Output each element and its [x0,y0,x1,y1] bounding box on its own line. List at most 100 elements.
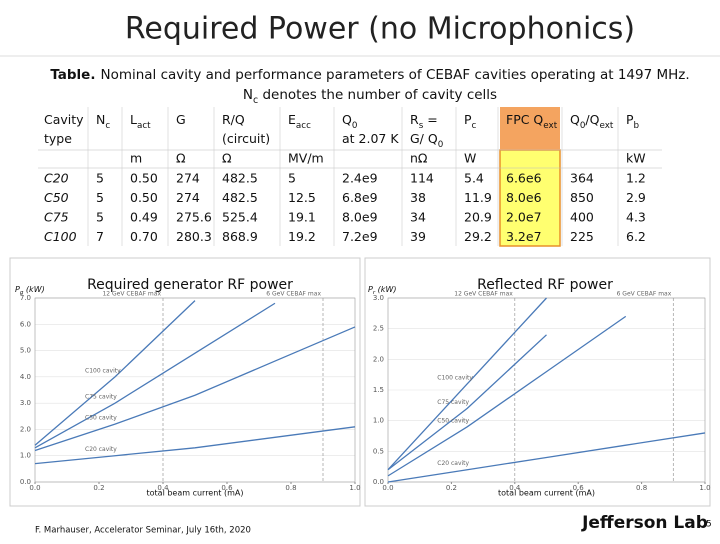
header-cell: R/Q [222,112,245,127]
table-cell: 0.70 [130,229,158,244]
header-cell: (circuit) [222,131,270,146]
header-cell: Pb [626,112,640,131]
x-tick-label: 0.2 [446,484,457,492]
x-tick-label: 1.0 [349,484,360,492]
y-tick-label: 7.0 [20,294,31,302]
table-cell: 275.6 [176,210,212,225]
y-tick-label: 0.0 [20,478,31,486]
table-cell: 1.2 [626,171,646,186]
table-cell: 4.3 [626,210,646,225]
table-cell: 34 [410,210,426,225]
table-cell: 19.2 [288,229,316,244]
text-part: P [626,112,634,127]
y-tick-label: 5.0 [20,347,31,355]
text-part: Q [570,112,580,127]
table-cell: 274 [176,190,200,205]
text-part: P [15,285,20,294]
y-tick-label: 1.0 [373,417,384,425]
y-tick-label: 6.0 [20,320,31,328]
unit-cell: Ω [222,151,232,166]
page-number: 5 [706,520,712,530]
unit-cell: W [464,151,476,166]
x-axis-label: total beam current (mA) [147,489,244,498]
series-line [34,326,356,452]
header-cell: FPC Qext [506,112,558,131]
caption-label: Table. [50,67,95,83]
text-part: Q [342,112,352,127]
marker-label: 6 GeV CEBAF max [617,291,672,298]
text-part: 0 [580,121,586,131]
caption-line1: Table. Nominal cavity and performance par… [50,67,689,83]
table-cell: 6.2 [626,229,646,244]
x-tick-label: 0.2 [93,484,104,492]
text-part: L [130,112,137,127]
y-axis-label: Pg (kW) [15,285,45,296]
text-part: ext [543,121,557,131]
series-label: C75 cavity [85,394,117,401]
x-tick-label: 0.0 [382,484,393,492]
unit-cell: kW [626,151,646,166]
text-part: acc [296,121,311,131]
unit-cell: m [130,151,142,166]
header-cell: Cavity [44,112,84,127]
text-part: Cavity [44,112,84,127]
table-cell: 482.5 [222,171,258,186]
table-cell: 5.4 [464,171,484,186]
series-label: C20 cavity [85,446,117,453]
footer-logo: Jefferson Lab [581,513,708,533]
header-cell: Q0 [342,112,357,131]
text-part: ext [599,121,613,131]
table-cell: 364 [570,171,594,186]
table-cell: C100 [44,229,77,244]
table-cell: 280.3 [176,229,212,244]
y-tick-label: 2.0 [20,425,31,433]
text-part: R [410,112,419,127]
y-tick-label: 1.0 [20,452,31,460]
chart-frame [9,257,361,507]
marker-label: 6 GeV CEBAF max [266,291,321,298]
x-tick-label: 0.4 [509,484,521,492]
text-part: b [634,121,640,131]
plot-area [34,297,356,483]
header-cell: Rs = [410,112,438,131]
y-tick-label: 0.0 [373,478,384,486]
series-line [34,300,196,446]
x-tick-label: 0.6 [573,484,585,492]
table-cell: 482.5 [222,190,258,205]
text-part: c [105,121,110,131]
text-part: N [243,87,253,103]
table-cell: 0.49 [130,210,158,225]
table-cell: C20 [44,171,69,186]
unit-cell: nΩ [410,151,428,166]
header-cell: Lact [130,112,151,131]
x-tick-label: 1.0 [699,484,710,492]
table-cell: 2.4e9 [342,171,378,186]
y-tick-label: 1.5 [373,386,384,394]
table-cell: 7 [96,229,104,244]
marker-label: 12 GeV CEBAF max [454,291,513,298]
x-tick-label: 0.0 [29,484,40,492]
table-cell: 0.50 [130,171,158,186]
x-tick-label: 0.4 [157,484,169,492]
header-cell: at 2.07 K [342,131,399,146]
text-part: c [472,121,477,131]
table-cell: 525.4 [222,210,258,225]
table-cell: 12.5 [288,190,316,205]
series-label: C100 cavity [437,374,473,381]
footer-author: F. Marhauser, Accelerator Seminar, July … [35,526,251,536]
text-part: FPC Q [506,112,543,127]
series-line [387,334,547,471]
table-cell: 5 [96,171,104,186]
table-cell: 225 [570,229,594,244]
y-tick-label: 2.0 [373,355,384,363]
text-part: G/ Q [410,131,438,146]
table-cell: 6.6e6 [506,171,542,186]
table-cell: 29.2 [464,229,492,244]
y-axis-label: Pr (kW) [368,285,396,296]
series-line [34,302,276,449]
header-cell: Nc [96,112,110,131]
header-cell: type [44,131,72,146]
series-line [34,426,356,465]
series-line [387,315,627,477]
